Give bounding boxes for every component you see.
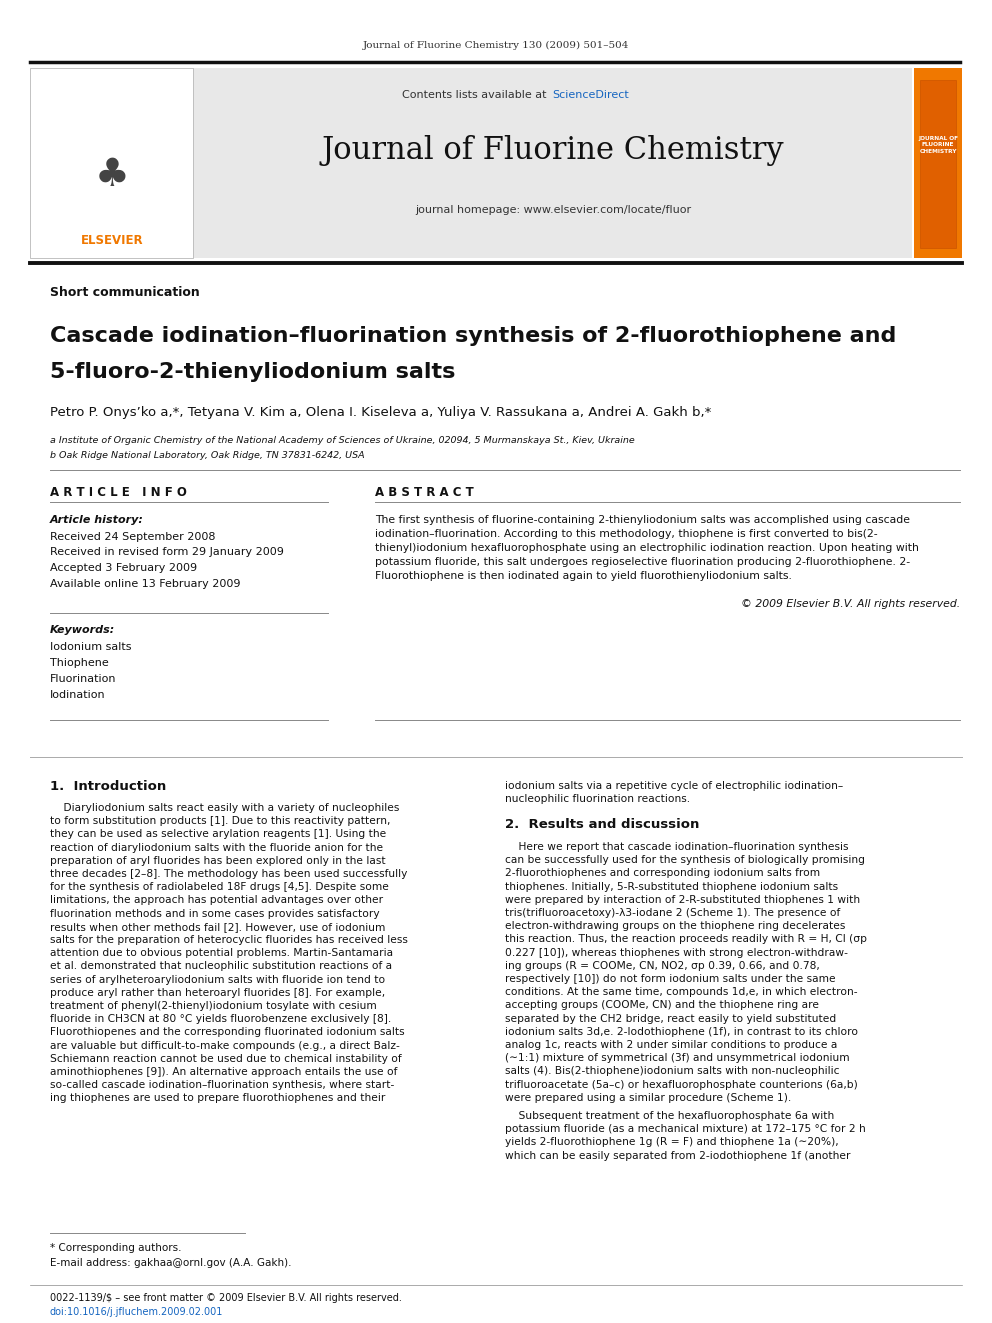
Text: reaction of diaryliodonium salts with the fluoride anion for the: reaction of diaryliodonium salts with th… bbox=[50, 843, 383, 852]
Text: respectively [10]) do not form iodonium salts under the same: respectively [10]) do not form iodonium … bbox=[505, 974, 835, 984]
Text: Received in revised form 29 January 2009: Received in revised form 29 January 2009 bbox=[50, 548, 284, 557]
Text: thienyl)iodonium hexafluorophosphate using an electrophilic iodination reaction.: thienyl)iodonium hexafluorophosphate usi… bbox=[375, 542, 919, 553]
Text: fluorination methods and in some cases provides satisfactory: fluorination methods and in some cases p… bbox=[50, 909, 380, 918]
Text: Iodination: Iodination bbox=[50, 691, 105, 700]
Text: * Corresponding authors.: * Corresponding authors. bbox=[50, 1244, 182, 1253]
Bar bbox=[914, 67, 962, 258]
Text: Schiemann reaction cannot be used due to chemical instability of: Schiemann reaction cannot be used due to… bbox=[50, 1054, 402, 1064]
Text: A R T I C L E   I N F O: A R T I C L E I N F O bbox=[50, 486, 186, 499]
Text: 5-fluoro-2-thienyliodonium salts: 5-fluoro-2-thienyliodonium salts bbox=[50, 363, 455, 382]
Text: so-called cascade iodination–fluorination synthesis, where start-: so-called cascade iodination–fluorinatio… bbox=[50, 1080, 395, 1090]
Text: separated by the CH2 bridge, react easily to yield substituted: separated by the CH2 bridge, react easil… bbox=[505, 1013, 836, 1024]
Text: this reaction. Thus, the reaction proceeds readily with R = H, Cl (σp: this reaction. Thus, the reaction procee… bbox=[505, 934, 867, 945]
Text: ing groups (R = COOMe, CN, NO2, σp 0.39, 0.66, and 0.78,: ing groups (R = COOMe, CN, NO2, σp 0.39,… bbox=[505, 960, 819, 971]
Text: analog 1c, reacts with 2 under similar conditions to produce a: analog 1c, reacts with 2 under similar c… bbox=[505, 1040, 837, 1050]
Text: Article history:: Article history: bbox=[50, 515, 144, 525]
Text: Accepted 3 February 2009: Accepted 3 February 2009 bbox=[50, 564, 197, 573]
Text: ing thiophenes are used to prepare fluorothiophenes and their: ing thiophenes are used to prepare fluor… bbox=[50, 1093, 385, 1103]
Text: 2.  Results and discussion: 2. Results and discussion bbox=[505, 818, 699, 831]
Text: were prepared using a similar procedure (Scheme 1).: were prepared using a similar procedure … bbox=[505, 1093, 792, 1103]
Text: a Institute of Organic Chemistry of the National Academy of Sciences of Ukraine,: a Institute of Organic Chemistry of the … bbox=[50, 437, 635, 446]
Text: iodination–fluorination. According to this methodology, thiophene is first conve: iodination–fluorination. According to th… bbox=[375, 529, 878, 538]
Text: Keywords:: Keywords: bbox=[50, 624, 115, 635]
Bar bbox=[920, 79, 956, 247]
Text: Cascade iodination–fluorination synthesis of 2-fluorothiophene and: Cascade iodination–fluorination synthesi… bbox=[50, 325, 897, 347]
Text: for the synthesis of radiolabeled 18F drugs [4,5]. Despite some: for the synthesis of radiolabeled 18F dr… bbox=[50, 882, 389, 892]
Bar bbox=[193, 67, 912, 258]
Text: three decades [2–8]. The methodology has been used successfully: three decades [2–8]. The methodology has… bbox=[50, 869, 408, 878]
Text: nucleophilic fluorination reactions.: nucleophilic fluorination reactions. bbox=[505, 794, 690, 804]
Text: preparation of aryl fluorides has been explored only in the last: preparation of aryl fluorides has been e… bbox=[50, 856, 386, 865]
Text: journal homepage: www.elsevier.com/locate/fluor: journal homepage: www.elsevier.com/locat… bbox=[415, 205, 691, 216]
Text: Fluorothiopenes and the corresponding fluorinated iodonium salts: Fluorothiopenes and the corresponding fl… bbox=[50, 1028, 405, 1037]
Text: Journal of Fluorine Chemistry: Journal of Fluorine Chemistry bbox=[321, 135, 785, 165]
Text: 0022-1139/$ – see front matter © 2009 Elsevier B.V. All rights reserved.: 0022-1139/$ – see front matter © 2009 El… bbox=[50, 1293, 402, 1303]
Text: attention due to obvious potential problems. Martin-Santamaria: attention due to obvious potential probl… bbox=[50, 949, 393, 958]
Text: aminothiophenes [9]). An alternative approach entails the use of: aminothiophenes [9]). An alternative app… bbox=[50, 1068, 398, 1077]
Text: 1.  Introduction: 1. Introduction bbox=[50, 779, 167, 792]
Text: iodonium salts via a repetitive cycle of electrophilic iodination–: iodonium salts via a repetitive cycle of… bbox=[505, 781, 843, 791]
Text: Petro P. Onys’ko a,*, Tetyana V. Kim a, Olena I. Kiseleva a, Yuliya V. Rassukana: Petro P. Onys’ko a,*, Tetyana V. Kim a, … bbox=[50, 406, 711, 419]
Text: © 2009 Elsevier B.V. All rights reserved.: © 2009 Elsevier B.V. All rights reserved… bbox=[741, 599, 960, 609]
Text: JOURNAL OF
FLUORINE
CHEMISTRY: JOURNAL OF FLUORINE CHEMISTRY bbox=[918, 136, 958, 153]
Text: (∼1:1) mixture of symmetrical (3f) and unsymmetrical iodonium: (∼1:1) mixture of symmetrical (3f) and u… bbox=[505, 1053, 849, 1064]
Text: results when other methods fail [2]. However, use of iodonium: results when other methods fail [2]. How… bbox=[50, 922, 385, 931]
Text: conditions. At the same time, compounds 1d,e, in which electron-: conditions. At the same time, compounds … bbox=[505, 987, 858, 998]
Text: Diaryliodonium salts react easily with a variety of nucleophiles: Diaryliodonium salts react easily with a… bbox=[50, 803, 400, 814]
Text: can be successfully used for the synthesis of biologically promising: can be successfully used for the synthes… bbox=[505, 855, 865, 865]
Text: electron-withdrawing groups on the thiophene ring decelerates: electron-withdrawing groups on the thiop… bbox=[505, 921, 845, 931]
Text: potassium fluoride, this salt undergoes regioselective fluorination producing 2-: potassium fluoride, this salt undergoes … bbox=[375, 557, 910, 568]
Text: potassium fluoride (as a mechanical mixture) at 172–175 °C for 2 h: potassium fluoride (as a mechanical mixt… bbox=[505, 1125, 866, 1134]
Text: salts (4). Bis(2-thiophene)iodonium salts with non-nucleophilic: salts (4). Bis(2-thiophene)iodonium salt… bbox=[505, 1066, 839, 1077]
Text: Contents lists available at: Contents lists available at bbox=[402, 90, 550, 101]
Text: E-mail address: gakhaa@ornl.gov (A.A. Gakh).: E-mail address: gakhaa@ornl.gov (A.A. Ga… bbox=[50, 1258, 292, 1267]
Text: doi:10.1016/j.jfluchem.2009.02.001: doi:10.1016/j.jfluchem.2009.02.001 bbox=[50, 1307, 223, 1316]
Text: limitations, the approach has potential advantages over other: limitations, the approach has potential … bbox=[50, 896, 383, 905]
Text: salts for the preparation of heterocyclic fluorides has received less: salts for the preparation of heterocycli… bbox=[50, 935, 408, 945]
Text: produce aryl rather than heteroaryl fluorides [8]. For example,: produce aryl rather than heteroaryl fluo… bbox=[50, 988, 385, 998]
Text: trifluoroacetate (5a–c) or hexafluorophosphate counterions (6a,b): trifluoroacetate (5a–c) or hexafluoropho… bbox=[505, 1080, 858, 1090]
Text: to form substitution products [1]. Due to this reactivity pattern,: to form substitution products [1]. Due t… bbox=[50, 816, 391, 826]
Text: ScienceDirect: ScienceDirect bbox=[552, 90, 629, 101]
Bar bbox=[30, 67, 193, 258]
Text: they can be used as selective arylation reagents [1]. Using the: they can be used as selective arylation … bbox=[50, 830, 386, 839]
Text: Here we report that cascade iodination–fluorination synthesis: Here we report that cascade iodination–f… bbox=[505, 841, 848, 852]
Text: Journal of Fluorine Chemistry 130 (2009) 501–504: Journal of Fluorine Chemistry 130 (2009)… bbox=[363, 41, 629, 49]
Text: Fluorothiophene is then iodinated again to yield fluorothienyliodonium salts.: Fluorothiophene is then iodinated again … bbox=[375, 572, 792, 581]
Text: yields 2-fluorothiophene 1g (R = F) and thiophene 1a (∼20%),: yields 2-fluorothiophene 1g (R = F) and … bbox=[505, 1138, 838, 1147]
Text: tris(trifluoroacetoxy)-λ3-iodane 2 (Scheme 1). The presence of: tris(trifluoroacetoxy)-λ3-iodane 2 (Sche… bbox=[505, 908, 840, 918]
Text: A B S T R A C T: A B S T R A C T bbox=[375, 486, 474, 499]
Text: The first synthesis of fluorine-containing 2-thienyliodonium salts was accomplis: The first synthesis of fluorine-containi… bbox=[375, 515, 910, 525]
Text: thiophenes. Initially, 5-R-substituted thiophene iodonium salts: thiophenes. Initially, 5-R-substituted t… bbox=[505, 881, 838, 892]
Text: are valuable but difficult-to-make compounds (e.g., a direct Balz-: are valuable but difficult-to-make compo… bbox=[50, 1041, 400, 1050]
Text: accepting groups (COOMe, CN) and the thiophene ring are: accepting groups (COOMe, CN) and the thi… bbox=[505, 1000, 819, 1011]
Text: et al. demonstrated that nucleophilic substitution reactions of a: et al. demonstrated that nucleophilic su… bbox=[50, 962, 392, 971]
Text: Thiophene: Thiophene bbox=[50, 658, 109, 668]
Text: were prepared by interaction of 2-R-substituted thiophenes 1 with: were prepared by interaction of 2-R-subs… bbox=[505, 894, 860, 905]
Text: ELSEVIER: ELSEVIER bbox=[80, 233, 143, 246]
Text: 0.227 [10]), whereas thiophenes with strong electron-withdraw-: 0.227 [10]), whereas thiophenes with str… bbox=[505, 947, 848, 958]
Text: Fluorination: Fluorination bbox=[50, 673, 116, 684]
Text: Subsequent treatment of the hexafluorophosphate 6a with: Subsequent treatment of the hexafluoroph… bbox=[505, 1111, 834, 1121]
Text: ♣: ♣ bbox=[94, 156, 129, 194]
Text: treatment of phenyl(2-thienyl)iodonium tosylate with cesium: treatment of phenyl(2-thienyl)iodonium t… bbox=[50, 1002, 377, 1011]
Text: Short communication: Short communication bbox=[50, 286, 199, 299]
Text: b Oak Ridge National Laboratory, Oak Ridge, TN 37831-6242, USA: b Oak Ridge National Laboratory, Oak Rid… bbox=[50, 451, 365, 460]
Text: which can be easily separated from 2-iodothiophene 1f (another: which can be easily separated from 2-iod… bbox=[505, 1151, 850, 1160]
Text: Received 24 September 2008: Received 24 September 2008 bbox=[50, 532, 215, 542]
Text: Available online 13 February 2009: Available online 13 February 2009 bbox=[50, 578, 240, 589]
Text: fluoride in CH3CN at 80 °C yields fluorobenzene exclusively [8].: fluoride in CH3CN at 80 °C yields fluoro… bbox=[50, 1015, 391, 1024]
Text: iodonium salts 3d,e. 2-Iodothiophene (1f), in contrast to its chloro: iodonium salts 3d,e. 2-Iodothiophene (1f… bbox=[505, 1027, 858, 1037]
Text: series of arylheteroaryliodonium salts with fluoride ion tend to: series of arylheteroaryliodonium salts w… bbox=[50, 975, 385, 984]
Text: Iodonium salts: Iodonium salts bbox=[50, 642, 132, 652]
Text: 2-fluorothiophenes and corresponding iodonium salts from: 2-fluorothiophenes and corresponding iod… bbox=[505, 868, 820, 878]
